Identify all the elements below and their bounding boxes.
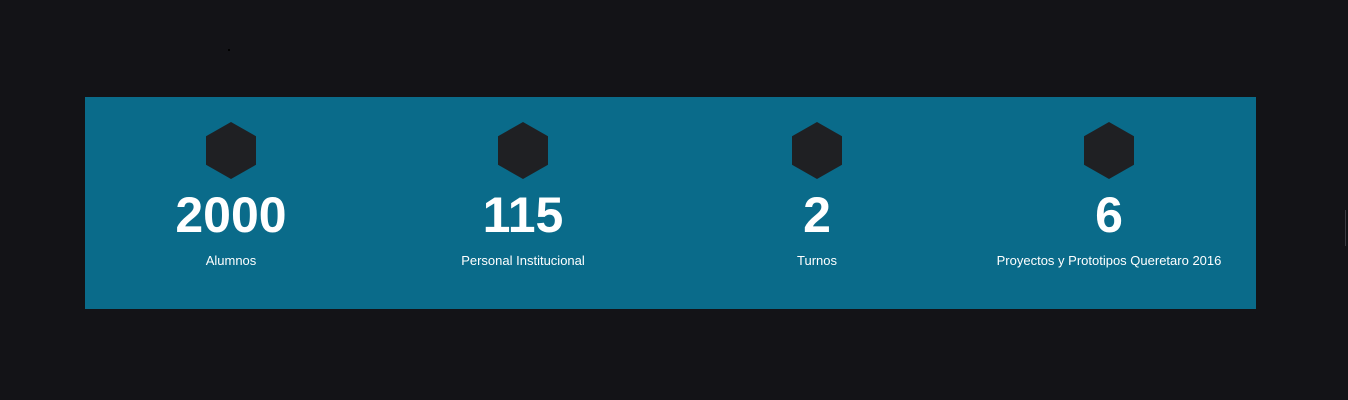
- stat-label: Turnos: [797, 253, 837, 268]
- hexagon-icon: [498, 122, 548, 179]
- stat-value: 2: [803, 187, 831, 243]
- decorative-dot: [228, 49, 230, 51]
- stat-value: 6: [1095, 187, 1123, 243]
- hexagon-icon: [1084, 122, 1134, 179]
- stat-label: Proyectos y Prototipos Queretaro 2016: [996, 253, 1222, 268]
- stat-label: Personal Institucional: [461, 253, 585, 268]
- stat-alumnos: 2000 Alumnos: [81, 97, 381, 309]
- hexagon-icon: [206, 122, 256, 179]
- hexagon-icon: [792, 122, 842, 179]
- scrollbar[interactable]: [1345, 210, 1346, 246]
- stat-value: 115: [482, 187, 564, 243]
- stat-label: Alumnos: [205, 253, 257, 268]
- stat-value: 2000: [175, 187, 287, 243]
- stat-personal-institucional: 115 Personal Institucional: [373, 97, 673, 309]
- stat-proyectos: 6 Proyectos y Prototipos Queretaro 2016: [959, 97, 1259, 309]
- stat-turnos: 2 Turnos: [667, 97, 967, 309]
- stats-panel: 2000 Alumnos 115 Personal Institucional …: [85, 97, 1256, 309]
